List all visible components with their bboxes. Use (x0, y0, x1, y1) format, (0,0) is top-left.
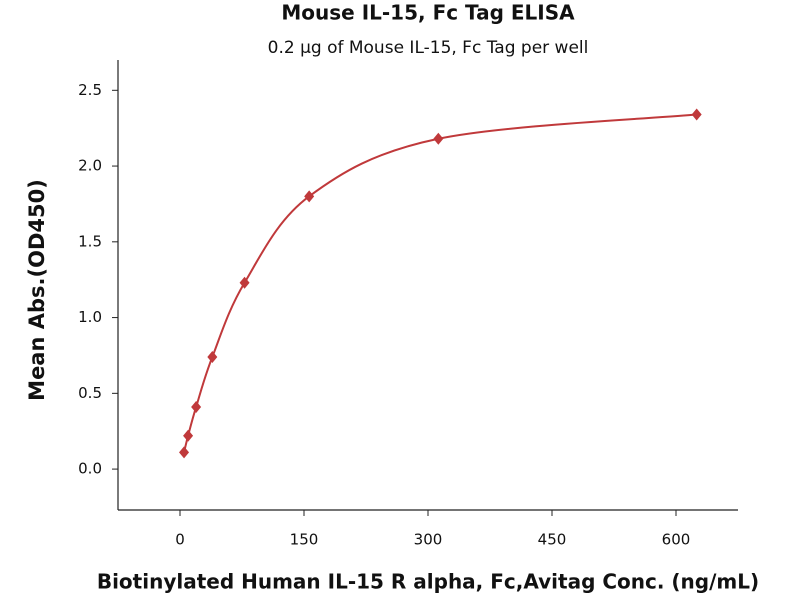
y-tick-label: 2.0 (78, 157, 102, 175)
data-point (691, 108, 702, 121)
y-tick-label: 0.5 (78, 384, 102, 402)
data-point (304, 190, 315, 203)
y-tick-label: 1.0 (78, 308, 102, 326)
data-point (433, 132, 444, 145)
y-tick-label: 2.5 (78, 81, 102, 99)
y-axis-label: Mean Abs.(OD450) (25, 179, 49, 401)
chart-title: Mouse IL-15, Fc Tag ELISA (281, 1, 575, 25)
y-tick-label: 0.0 (78, 460, 102, 478)
data-point (179, 446, 190, 459)
data-point (239, 276, 250, 289)
x-axis-label: Biotinylated Human IL-15 R alpha, Fc,Avi… (97, 570, 759, 594)
data-point (207, 350, 218, 363)
x-tick-label: 600 (662, 531, 691, 549)
x-tick-label: 0 (175, 531, 185, 549)
data-point (183, 429, 194, 442)
x-tick-label: 300 (414, 531, 443, 549)
fit-line (183, 113, 697, 453)
y-tick-label: 1.5 (78, 232, 102, 250)
data-point (191, 400, 202, 413)
x-tick-label: 150 (290, 531, 319, 549)
chart-subtitle: 0.2 µg of Mouse IL-15, Fc Tag per well (268, 38, 589, 58)
x-tick-label: 450 (538, 531, 567, 549)
